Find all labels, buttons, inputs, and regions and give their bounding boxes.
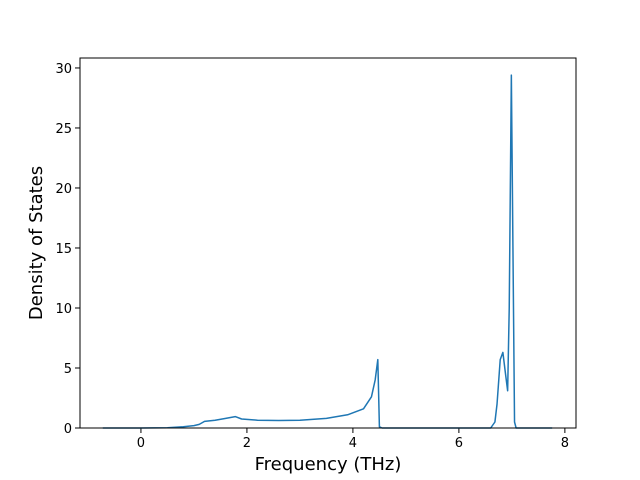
plot-frame	[79, 57, 577, 429]
y-tick-label: 5	[64, 362, 72, 377]
x-tick-label: 6	[455, 436, 463, 451]
y-axis-label: Density of States	[26, 166, 47, 320]
y-tick-label: 10	[55, 302, 72, 317]
x-tick-label: 2	[243, 436, 251, 451]
y-tick-label: 20	[55, 182, 72, 197]
y-tick-label: 15	[55, 242, 72, 257]
data-line	[102, 74, 553, 429]
y-tick-label: 0	[64, 422, 72, 437]
x-tick-label: 4	[349, 436, 357, 451]
x-tick-label: 8	[561, 436, 569, 451]
x-axis-label: Frequency (THz)	[255, 454, 402, 475]
y-tick-label: 30	[55, 62, 72, 77]
x-tick-label: 0	[137, 436, 145, 451]
y-tick-label: 25	[55, 122, 72, 137]
